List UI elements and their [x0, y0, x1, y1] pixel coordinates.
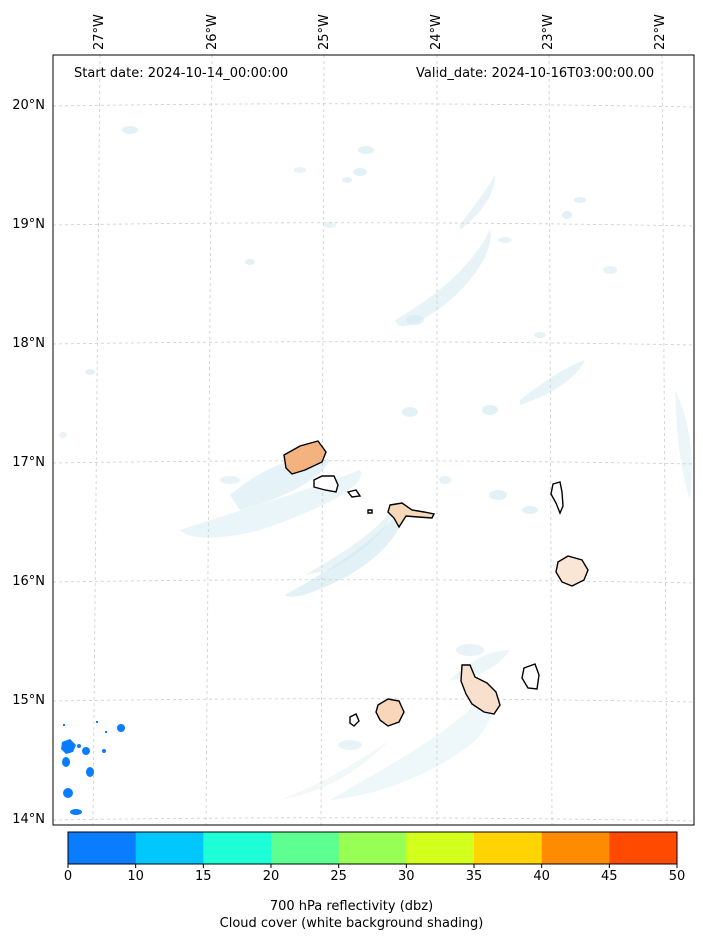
island-brava — [349, 713, 360, 727]
colorbar-bin — [474, 832, 543, 864]
colorbar-bin — [203, 832, 272, 864]
island-santo-antao — [283, 440, 327, 475]
colorbar-bin — [135, 832, 204, 864]
colorbar-bin — [338, 832, 407, 864]
lat-label-18n: 18°N — [12, 336, 45, 351]
lat-label-17n: 17°N — [12, 455, 45, 470]
colorbar-tick-25: 25 — [330, 869, 347, 884]
colorbar-frame — [67, 831, 678, 865]
lat-label-14n: 14°N — [12, 812, 45, 827]
colorbar-bin — [68, 832, 137, 864]
island-santiago — [460, 664, 501, 715]
colorbar-subtitle: Cloud cover (white background shading) — [219, 916, 484, 931]
reflectivity-cells — [61, 721, 125, 815]
start-date-label: Start date: 2024-10-14_00:00:00 — [74, 66, 289, 81]
colorbar-tick-20: 20 — [262, 869, 280, 884]
colorbar-bin — [541, 832, 610, 864]
colorbar-bin — [609, 832, 678, 864]
colorbar-title: 700 hPa reflectivity (dbz) — [269, 899, 434, 914]
colorbar-tick-40: 40 — [533, 869, 550, 884]
colorbar-tick-45: 45 — [601, 869, 618, 884]
colorbar-tick-10: 10 — [127, 869, 144, 884]
cloud-shading — [59, 126, 692, 800]
colorbar-tick-15: 15 — [195, 869, 212, 884]
gridlines — [53, 55, 694, 825]
lat-label-16n: 16°N — [12, 574, 45, 589]
colorbar-bin — [271, 832, 340, 864]
colorbar-bin — [406, 832, 475, 864]
colorbar-tick-30: 30 — [398, 869, 415, 884]
island-razo — [367, 509, 373, 514]
lat-label-15n: 15°N — [12, 693, 45, 708]
island-maio — [521, 663, 540, 690]
colorbar-tick-0: 0 — [63, 869, 73, 884]
valid-date-label: Valid_date: 2024-10-16T03:00:00.00 — [416, 66, 655, 81]
island-sal — [550, 481, 564, 515]
colorbar — [67, 831, 678, 868]
lat-label-19n: 19°N — [12, 217, 45, 232]
island-fogo — [375, 698, 405, 727]
island-sao-vicente — [313, 475, 339, 493]
islands — [283, 440, 589, 727]
colorbar-tick-35: 35 — [465, 869, 483, 884]
lat-label-20n: 20°N — [12, 98, 45, 113]
island-boa-vista — [555, 555, 589, 587]
map-area — [53, 55, 694, 825]
colorbar-tick-50: 50 — [668, 869, 686, 884]
island-sao-nicolau — [387, 502, 436, 529]
map-frame — [52, 54, 695, 826]
island-santa-luzia — [346, 489, 362, 498]
